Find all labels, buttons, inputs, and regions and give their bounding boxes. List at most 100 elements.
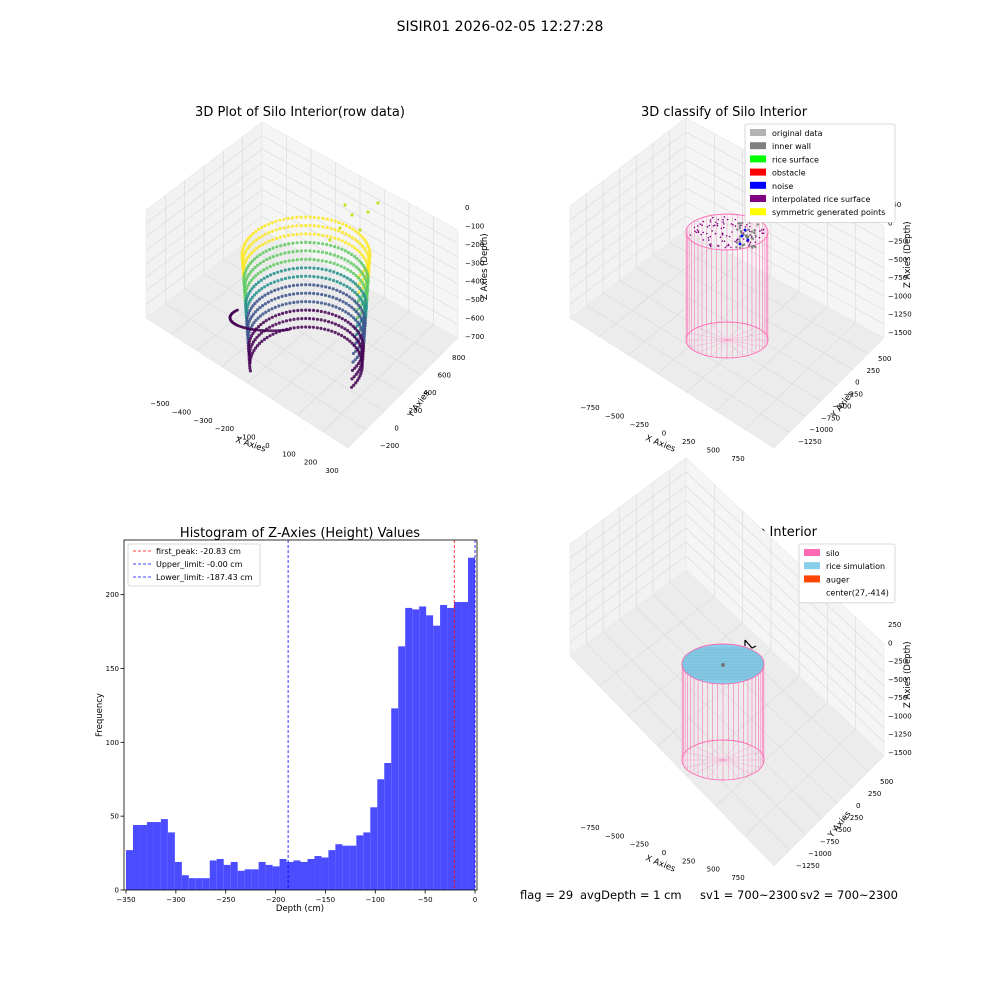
surface-point bbox=[694, 227, 696, 229]
histogram-bar bbox=[175, 862, 182, 890]
data-point bbox=[253, 249, 256, 252]
legend-label: original data bbox=[772, 129, 823, 138]
data-point bbox=[277, 304, 280, 307]
data-point bbox=[334, 314, 337, 317]
data-point bbox=[295, 233, 298, 236]
legend-swatch bbox=[750, 142, 766, 149]
data-point bbox=[338, 315, 341, 318]
surface-point bbox=[726, 245, 728, 247]
data-point bbox=[341, 231, 344, 234]
y-tick-label: 500 bbox=[878, 355, 891, 363]
data-point bbox=[339, 282, 342, 285]
chart-3d-simulation: 3D simulation of Silo Interior −750−500−… bbox=[570, 458, 913, 882]
data-point bbox=[363, 325, 366, 328]
data-point bbox=[283, 243, 286, 246]
data-point bbox=[327, 303, 330, 306]
surface-point bbox=[706, 233, 708, 235]
y-tick-label: −200 bbox=[380, 442, 399, 450]
data-point bbox=[261, 243, 264, 246]
data-point bbox=[308, 283, 311, 286]
data-point bbox=[320, 310, 323, 313]
data-point bbox=[285, 319, 288, 322]
x-tick-label: −500 bbox=[150, 400, 169, 408]
data-point bbox=[334, 323, 337, 326]
data-point bbox=[268, 334, 271, 337]
data-point bbox=[327, 320, 330, 323]
inner-wall-point bbox=[737, 222, 739, 224]
data-point bbox=[376, 201, 379, 204]
data-point bbox=[328, 269, 331, 272]
data-point bbox=[278, 219, 281, 222]
data-point bbox=[319, 327, 322, 330]
data-point bbox=[308, 275, 311, 278]
data-point bbox=[340, 248, 343, 251]
surface-point bbox=[735, 219, 737, 221]
data-point bbox=[347, 260, 350, 263]
data-point bbox=[271, 238, 274, 241]
data-point bbox=[343, 327, 346, 330]
data-point bbox=[300, 317, 303, 320]
histogram-bar bbox=[273, 866, 280, 890]
legend: original datainner wallrice surfaceobsta… bbox=[745, 124, 895, 222]
legend-swatch bbox=[750, 129, 766, 136]
data-point bbox=[312, 309, 315, 312]
inner-wall-point bbox=[738, 238, 740, 240]
z-tick-label: −1500 bbox=[888, 329, 912, 337]
histogram-bar bbox=[210, 860, 217, 890]
data-point bbox=[337, 238, 340, 241]
data-point bbox=[309, 216, 312, 219]
data-point bbox=[323, 328, 326, 331]
data-point bbox=[268, 240, 271, 243]
data-point bbox=[341, 317, 344, 320]
histogram-bar bbox=[440, 605, 447, 890]
data-point bbox=[270, 307, 273, 310]
data-point bbox=[300, 300, 303, 303]
histogram-bar bbox=[314, 856, 321, 890]
surface-point bbox=[750, 242, 752, 244]
legend-label: interpolated rice surface bbox=[772, 195, 870, 204]
data-point bbox=[278, 313, 281, 316]
surface-point bbox=[697, 225, 699, 227]
data-point bbox=[236, 309, 239, 312]
legend-label: noise bbox=[772, 182, 793, 191]
data-point bbox=[271, 316, 274, 319]
data-point bbox=[336, 272, 339, 275]
surface-point bbox=[717, 225, 719, 227]
inner-wall-point bbox=[747, 229, 749, 231]
data-point bbox=[279, 253, 282, 256]
surface-point bbox=[709, 225, 711, 227]
inner-wall-point bbox=[749, 234, 751, 236]
data-point bbox=[323, 319, 326, 322]
surface-point bbox=[700, 234, 702, 236]
data-point bbox=[308, 258, 311, 261]
data-point bbox=[324, 285, 327, 288]
z-tick-label: −1000 bbox=[888, 292, 912, 300]
legend-swatch bbox=[750, 195, 766, 202]
data-point bbox=[296, 258, 299, 261]
data-point bbox=[312, 317, 315, 320]
data-point bbox=[340, 256, 343, 259]
surface-point bbox=[761, 229, 763, 231]
data-point bbox=[343, 258, 346, 261]
data-point bbox=[296, 241, 299, 244]
surface-point bbox=[763, 229, 765, 231]
legend-swatch bbox=[750, 155, 766, 162]
x-tick-label: 100 bbox=[282, 450, 295, 458]
data-point bbox=[254, 266, 257, 269]
data-point bbox=[254, 274, 257, 277]
center-marker bbox=[721, 663, 725, 667]
data-point bbox=[293, 326, 296, 329]
surface-point bbox=[718, 219, 720, 221]
y-tick-label: 250 bbox=[867, 367, 880, 375]
data-point bbox=[304, 224, 307, 227]
data-point bbox=[342, 300, 345, 303]
inner-wall-point bbox=[741, 222, 743, 224]
data-point bbox=[337, 229, 340, 232]
surface-point bbox=[713, 225, 715, 227]
histogram-bar bbox=[454, 602, 461, 890]
data-point bbox=[351, 289, 354, 292]
data-point bbox=[336, 263, 339, 266]
data-point bbox=[274, 220, 277, 223]
histogram-bar bbox=[189, 878, 196, 890]
